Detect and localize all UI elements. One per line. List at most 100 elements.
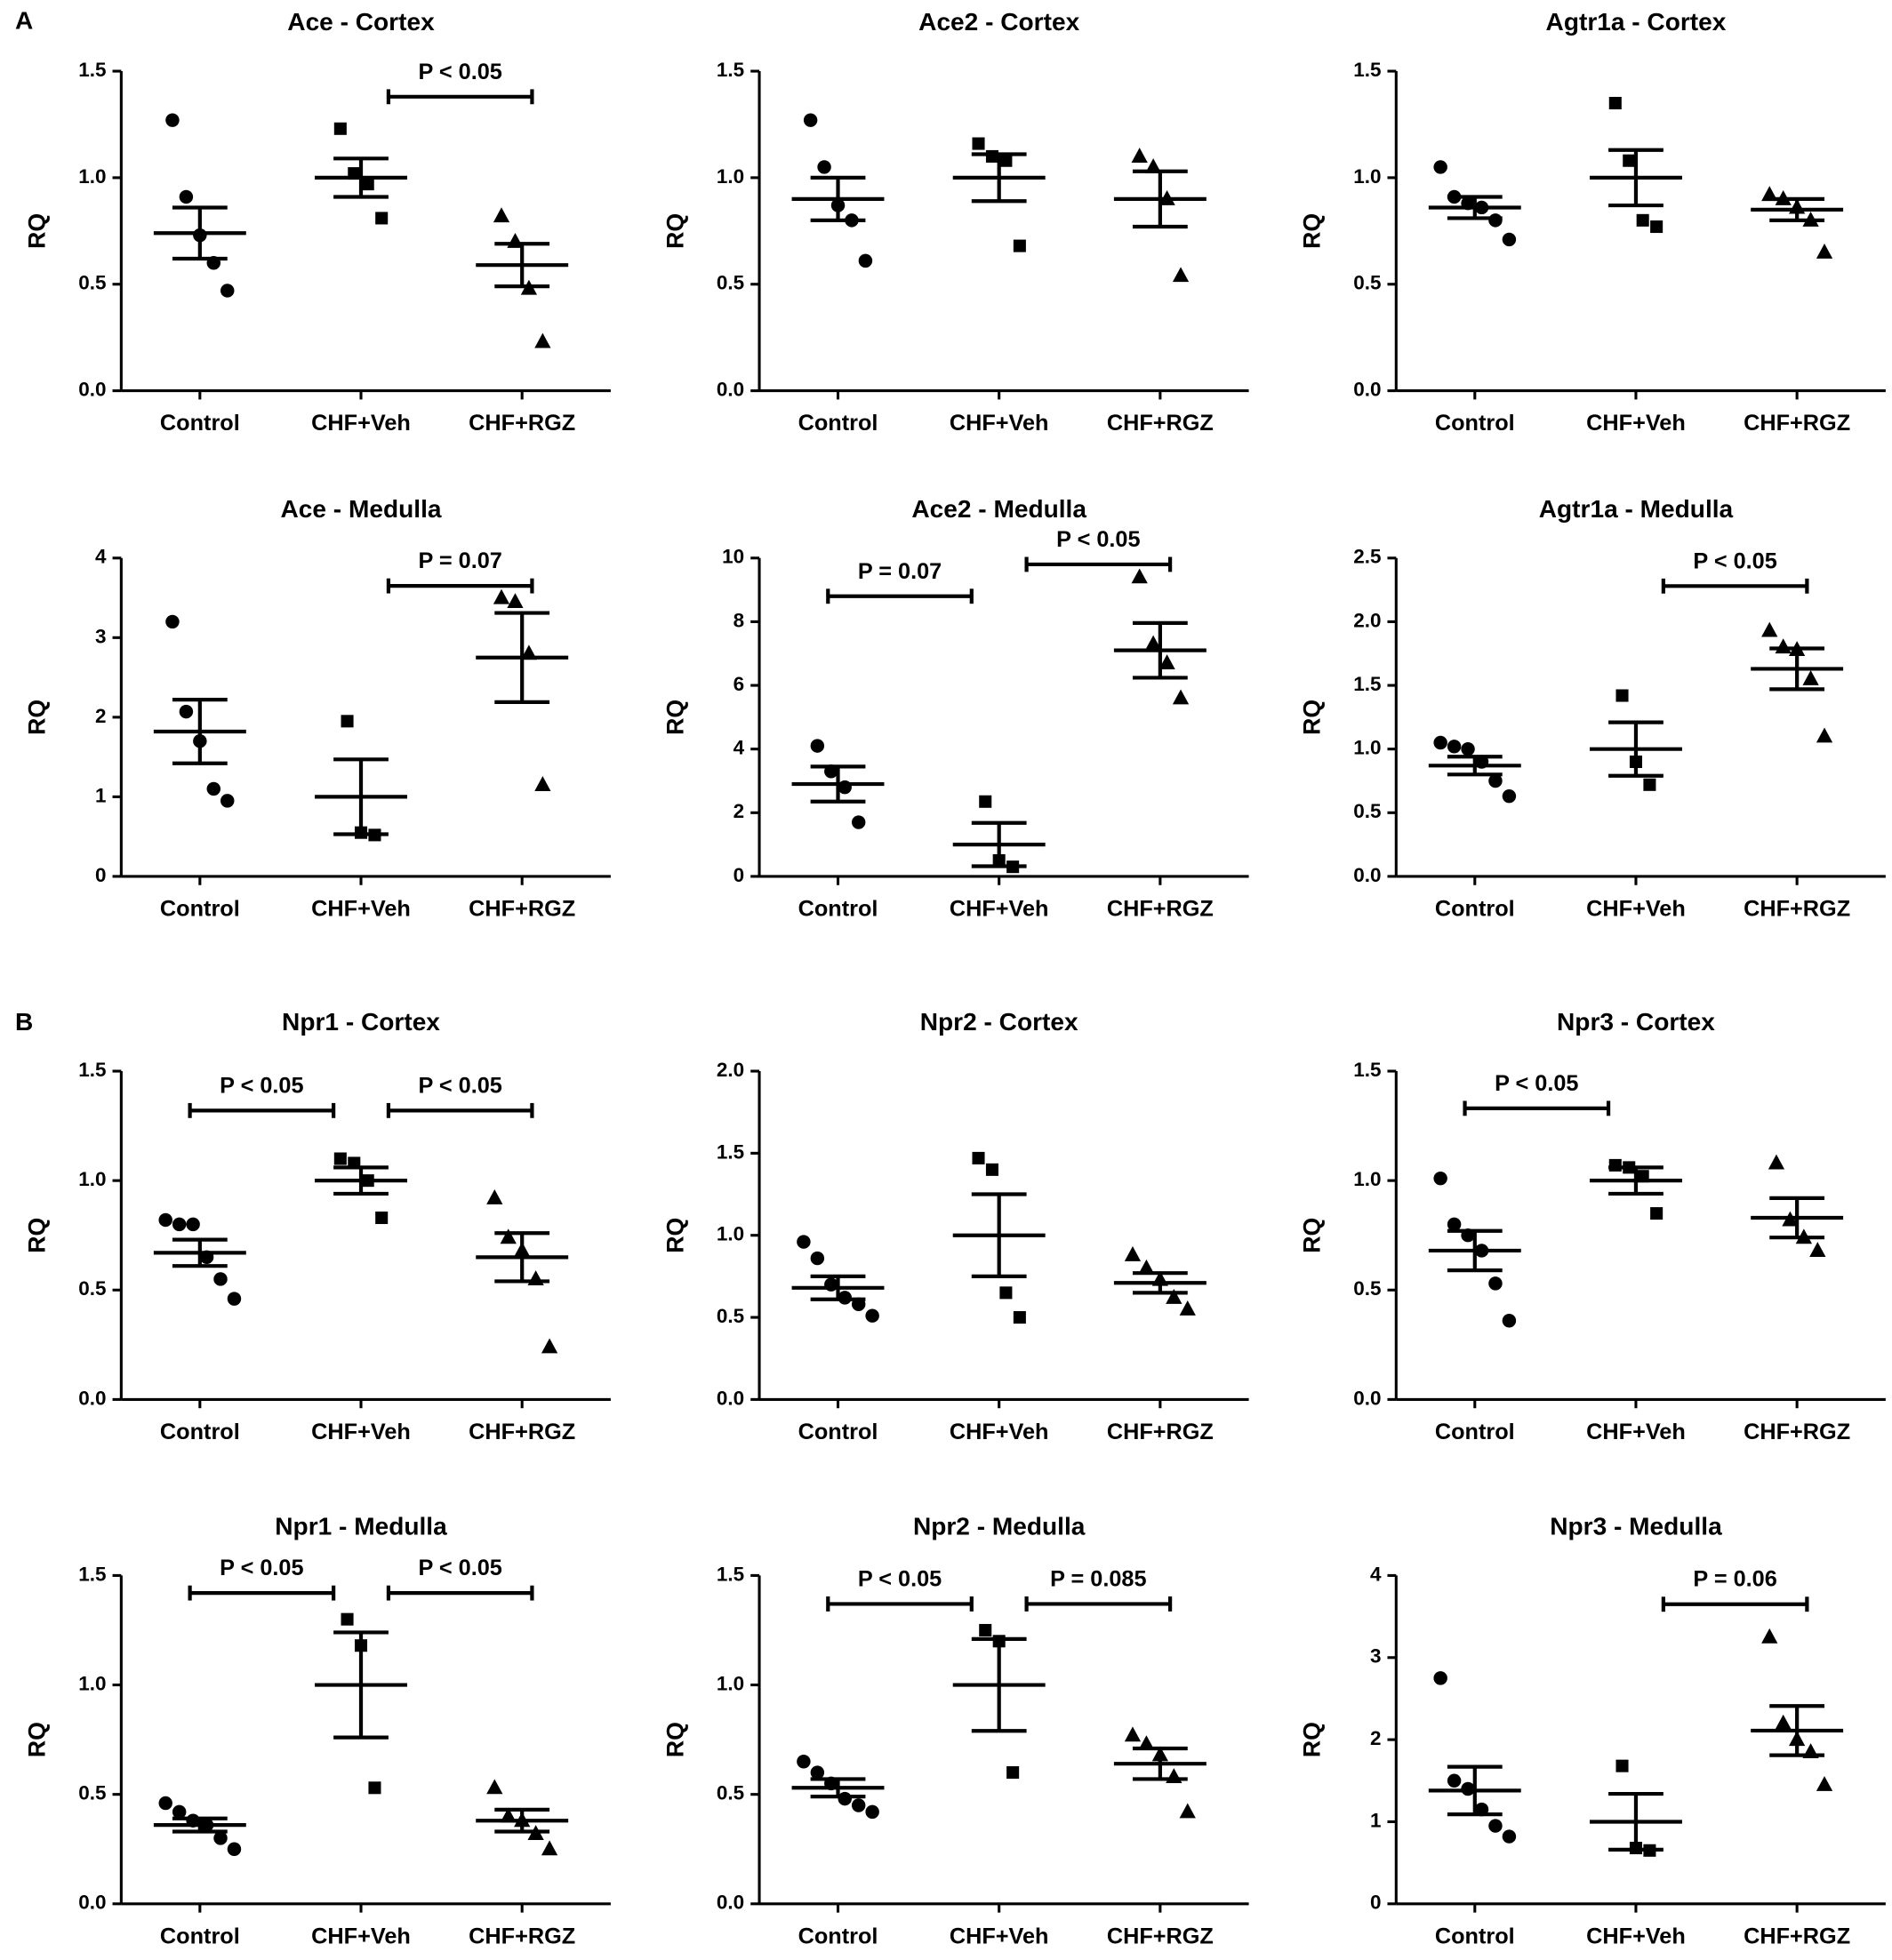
y-tick-label: 1: [1370, 1809, 1382, 1831]
data-point: [851, 815, 866, 829]
x-tick-label: CHF+Veh: [311, 1924, 411, 1948]
data-point: [1131, 148, 1148, 163]
x-tick-label: CHF+RGZ: [1107, 411, 1214, 436]
y-tick-label: 1.5: [1353, 673, 1381, 695]
data-point: [172, 1804, 187, 1820]
data-point: [158, 1796, 172, 1811]
data-point: [1013, 1311, 1026, 1324]
data-point: [999, 1286, 1013, 1300]
y-axis-label: RQ: [661, 1218, 688, 1253]
y-tick-label: 1.0: [717, 1223, 744, 1245]
x-tick-label: Control: [160, 897, 240, 922]
data-point: [979, 795, 992, 808]
y-tick-label: 0.0: [78, 1387, 106, 1409]
x-tick-label: CHF+RGZ: [1744, 897, 1850, 922]
y-tick-label: 4: [734, 737, 745, 759]
data-point: [999, 154, 1013, 167]
y-axis-label: RQ: [24, 213, 51, 249]
data-point: [1433, 1671, 1447, 1685]
y-tick-label: 0.5: [717, 1305, 744, 1327]
data-point: [368, 1781, 381, 1795]
data-point: [1761, 1628, 1778, 1644]
x-tick-label: Control: [798, 1420, 878, 1444]
data-point: [1643, 778, 1656, 791]
data-point: [227, 1292, 242, 1306]
data-point: [1615, 1759, 1629, 1772]
data-point: [803, 113, 818, 127]
significance-label: P = 0.085: [1050, 1566, 1146, 1591]
data-point: [341, 1612, 354, 1626]
x-tick-label: CHF+RGZ: [1744, 1420, 1850, 1444]
y-tick-label: 1.0: [78, 165, 106, 188]
x-tick-label: CHF+Veh: [311, 1420, 411, 1444]
y-tick-label: 1.5: [1353, 1059, 1381, 1081]
significance-label: P < 0.05: [1495, 1071, 1578, 1096]
x-tick-label: CHF+RGZ: [1744, 1924, 1850, 1948]
y-tick-label: 1.5: [78, 59, 106, 81]
data-point: [1433, 160, 1447, 174]
y-tick-label: 3: [1370, 1645, 1382, 1668]
y-tick-label: 0.0: [1353, 1387, 1381, 1409]
y-tick-label: 0: [95, 864, 107, 886]
data-point: [979, 1623, 992, 1637]
y-tick-label: 1.5: [717, 1563, 744, 1585]
data-point: [1502, 1314, 1517, 1328]
chart-title: Npr2 - Cortex: [920, 1008, 1078, 1036]
panel-label: A: [15, 7, 33, 35]
chart-title: Npr1 - Medulla: [275, 1512, 447, 1540]
significance-label: P < 0.05: [858, 1566, 942, 1591]
x-tick-label: Control: [1435, 411, 1515, 436]
data-point: [158, 1212, 172, 1228]
data-point: [1158, 654, 1175, 670]
data-point: [1172, 267, 1190, 283]
x-tick-label: CHF+RGZ: [1107, 1924, 1214, 1948]
data-point: [1488, 213, 1503, 228]
y-tick-label: 2.5: [1353, 546, 1381, 568]
data-point: [1447, 1217, 1462, 1232]
y-tick-label: 2: [95, 705, 107, 727]
y-axis-label: RQ: [661, 1722, 688, 1757]
data-point: [1447, 740, 1462, 754]
y-tick-label: 0.0: [717, 1892, 744, 1914]
data-point: [1166, 1289, 1182, 1304]
data-point: [865, 1308, 879, 1323]
data-point: [1138, 1735, 1155, 1751]
data-point: [1816, 727, 1833, 743]
data-point: [1138, 1259, 1155, 1275]
data-point: [1802, 670, 1819, 685]
chart-title: Npr1 - Cortex: [282, 1008, 440, 1036]
x-tick-label: CHF+Veh: [1586, 1420, 1686, 1444]
x-tick-label: Control: [160, 411, 240, 436]
data-point: [1131, 568, 1148, 584]
data-point: [1502, 1829, 1517, 1844]
y-tick-label: 0: [1370, 1892, 1382, 1914]
significance-label: P < 0.05: [418, 1073, 501, 1098]
data-point: [1775, 1714, 1792, 1730]
y-tick-label: 0.5: [1353, 272, 1381, 294]
y-tick-label: 0.5: [78, 1277, 106, 1300]
data-point: [1124, 1726, 1142, 1742]
y-tick-label: 1.0: [1353, 1168, 1381, 1190]
y-axis-label: RQ: [24, 1722, 51, 1757]
data-point: [1433, 735, 1447, 750]
chart-title: Ace2 - Cortex: [918, 8, 1079, 36]
y-tick-label: 1.0: [717, 165, 744, 188]
x-tick-label: Control: [160, 1924, 240, 1948]
y-tick-label: 1.0: [1353, 165, 1381, 188]
data-point: [1809, 1242, 1826, 1257]
data-point: [865, 1804, 879, 1820]
y-tick-label: 0.0: [78, 1892, 106, 1914]
y-tick-label: 0.5: [717, 272, 744, 294]
data-point: [375, 1211, 389, 1225]
data-point: [1179, 1803, 1196, 1819]
significance-label: P < 0.05: [1693, 548, 1776, 573]
x-tick-label: CHF+Veh: [950, 411, 1049, 436]
data-point: [500, 1807, 517, 1823]
y-tick-label: 0.0: [1353, 379, 1381, 401]
data-point: [1502, 232, 1517, 247]
y-tick-label: 1.0: [717, 1672, 744, 1694]
x-tick-label: CHF+RGZ: [1107, 897, 1214, 922]
data-point: [810, 1765, 825, 1780]
y-tick-label: 10: [722, 546, 744, 568]
data-point: [220, 794, 235, 808]
